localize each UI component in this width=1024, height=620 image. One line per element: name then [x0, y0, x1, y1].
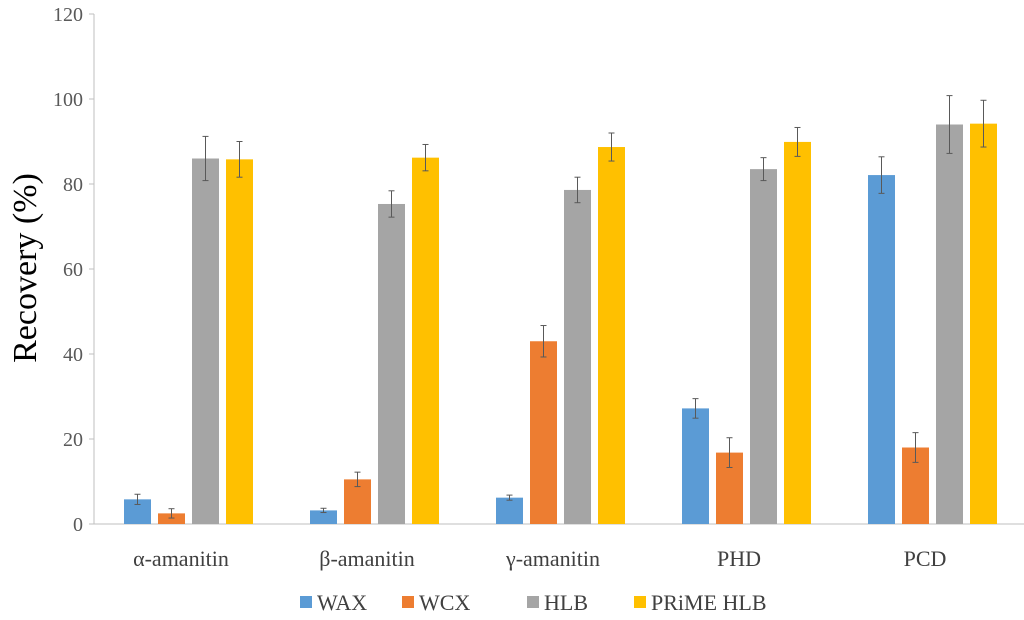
category-label: PCD	[904, 546, 947, 571]
error-bars	[134, 95, 987, 519]
y-tick-label: 120	[53, 4, 83, 26]
bar-hlb	[378, 203, 405, 524]
y-tick-label: 100	[53, 89, 83, 111]
legend-swatch	[634, 596, 646, 608]
y-tick-label: 80	[63, 174, 83, 196]
bar-wcx	[530, 341, 557, 524]
legend-item-wcx: WCX	[402, 590, 470, 615]
legend: WAX WCX HLB PRiME HLB	[300, 590, 767, 615]
category-labels: α-amanitin β-amanitin γ-amanitin PHD PCD	[133, 546, 946, 571]
bars	[124, 123, 997, 525]
bar-hlb	[192, 158, 219, 524]
bar-wcx	[158, 513, 185, 524]
category-label: α-amanitin	[133, 546, 229, 571]
legend-item-hlb: HLB	[527, 590, 588, 615]
y-axis-label: Recovery (%)	[7, 173, 44, 363]
bar-hlb	[564, 189, 591, 524]
category-label: β-amanitin	[319, 546, 415, 571]
legend-swatch	[300, 596, 312, 608]
legend-label: WAX	[317, 590, 367, 615]
y-tick-label: 60	[63, 259, 83, 281]
bar-wax	[310, 510, 337, 524]
bar-prime-hlb	[598, 147, 625, 524]
category-label: γ-amanitin	[505, 546, 600, 571]
y-tick-labels: 0 20 40 60 80 100 120	[53, 4, 83, 536]
bar-hlb	[936, 124, 963, 524]
y-tick-label: 20	[63, 429, 83, 451]
bar-wax	[868, 175, 895, 524]
bar-prime-hlb	[226, 159, 253, 524]
bar-hlb	[750, 169, 777, 524]
bar-wax	[682, 408, 709, 524]
legend-label: PRiME HLB	[651, 590, 767, 615]
legend-label: WCX	[419, 590, 470, 615]
bar-prime-hlb	[412, 157, 439, 524]
legend-swatch	[527, 596, 539, 608]
y-tick-label: 0	[73, 514, 83, 536]
bar-prime-hlb	[784, 141, 811, 525]
legend-swatch	[402, 596, 414, 608]
legend-item-wax: WAX	[300, 590, 367, 615]
legend-label: HLB	[544, 590, 588, 615]
bar-prime-hlb	[970, 123, 997, 525]
legend-item-prime-hlb: PRiME HLB	[634, 590, 767, 615]
y-tick-label: 40	[63, 344, 83, 366]
category-label: PHD	[717, 546, 761, 571]
bar-wax	[496, 497, 523, 524]
